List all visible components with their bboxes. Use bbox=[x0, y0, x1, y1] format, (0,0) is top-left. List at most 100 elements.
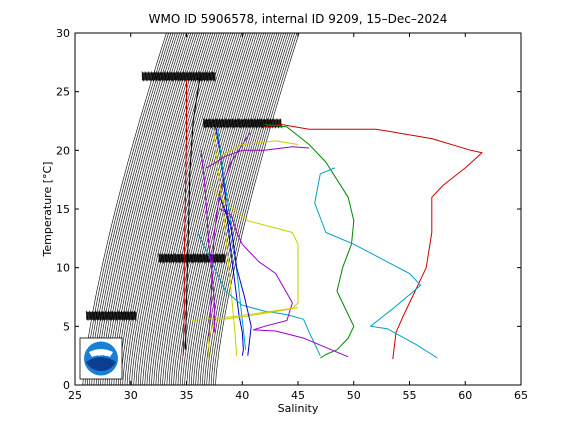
density-isoline bbox=[115, 33, 200, 385]
density-isoline bbox=[131, 33, 216, 385]
annotation-mark bbox=[164, 253, 168, 264]
density-isoline bbox=[151, 33, 236, 385]
series-layer bbox=[182, 77, 483, 360]
annotation-bar bbox=[158, 254, 226, 263]
density-isoline bbox=[210, 33, 295, 385]
y-tick-label: 25 bbox=[56, 86, 70, 99]
plot-area: 25 30 35 40 45 50 55 60 65 0 5 10 15 20 25 30 bbox=[56, 27, 528, 402]
series-line bbox=[264, 124, 483, 360]
annotation-mark bbox=[231, 118, 235, 129]
x-tick-label: 25 bbox=[68, 389, 82, 402]
x-tick-label: 30 bbox=[124, 389, 138, 402]
annotation-mark bbox=[111, 310, 115, 321]
annotation-mark bbox=[163, 71, 167, 82]
x-tick-label: 60 bbox=[458, 389, 472, 402]
series-line bbox=[314, 167, 438, 359]
annotation-mark bbox=[130, 310, 134, 321]
annotation-mark bbox=[154, 71, 158, 82]
annotation-mark bbox=[180, 253, 184, 264]
x-tick-label: 50 bbox=[347, 389, 361, 402]
density-isoline bbox=[197, 33, 282, 385]
series-line bbox=[219, 208, 349, 358]
annotation-mark bbox=[127, 310, 131, 321]
noaa-logo: NOAA bbox=[79, 337, 123, 380]
annotation-mark bbox=[238, 118, 241, 129]
annotation-mark bbox=[219, 253, 222, 264]
density-isoline bbox=[86, 33, 172, 385]
annotation-mark bbox=[234, 118, 238, 129]
annotation-mark bbox=[114, 310, 118, 321]
annotation-mark bbox=[192, 71, 196, 82]
y-axis: 0 5 10 15 20 25 30 bbox=[56, 27, 521, 392]
annotation-mark bbox=[98, 310, 102, 321]
annotation-mark bbox=[254, 118, 257, 129]
annotation-mark bbox=[92, 310, 95, 321]
density-isoline bbox=[162, 33, 247, 385]
series-line bbox=[219, 197, 252, 356]
annotation-mark bbox=[228, 118, 232, 129]
density-isoline bbox=[182, 33, 267, 385]
density-isoline bbox=[109, 33, 194, 385]
annotation-mark bbox=[167, 253, 171, 264]
series-line bbox=[192, 307, 299, 321]
annotation-mark bbox=[209, 118, 212, 129]
annotation-mark bbox=[199, 71, 202, 82]
annotation-mark bbox=[167, 71, 170, 82]
annotation-bar bbox=[141, 72, 216, 81]
x-tick-label: 45 bbox=[291, 389, 305, 402]
annotation-mark bbox=[190, 253, 193, 264]
density-isoline bbox=[104, 33, 189, 385]
annotation-mark bbox=[173, 71, 177, 82]
annotation-mark bbox=[206, 253, 209, 264]
annotation-mark bbox=[208, 71, 212, 82]
x-axis: 25 30 35 40 45 50 55 60 65 bbox=[68, 33, 528, 402]
annotation-mark bbox=[85, 310, 89, 321]
annotation-mark bbox=[174, 253, 177, 264]
annotation-mark bbox=[157, 71, 161, 82]
density-isoline bbox=[133, 33, 218, 385]
series-line bbox=[208, 185, 299, 358]
annotation-mark bbox=[247, 118, 251, 129]
plot-frame bbox=[75, 33, 521, 385]
series-line bbox=[200, 150, 215, 333]
density-isoline bbox=[111, 33, 196, 385]
density-isoline bbox=[126, 33, 211, 385]
annotation-mark bbox=[196, 253, 200, 264]
y-tick-label: 5 bbox=[63, 320, 70, 333]
annotation-row bbox=[85, 310, 137, 321]
density-isoline bbox=[122, 33, 207, 385]
density-isoline bbox=[102, 33, 187, 385]
series-line bbox=[184, 77, 201, 350]
series-line bbox=[182, 79, 187, 356]
annotation-mark bbox=[176, 71, 180, 82]
annotation-mark bbox=[202, 118, 206, 129]
density-isoline bbox=[93, 33, 178, 385]
annotation-mark bbox=[161, 253, 165, 264]
x-tick-label: 55 bbox=[403, 389, 417, 402]
annotation-mark bbox=[144, 71, 148, 82]
annotation-rows bbox=[85, 71, 283, 321]
y-tick-label: 15 bbox=[56, 203, 70, 216]
x-axis-label: Salinity bbox=[278, 402, 319, 415]
annotation-row bbox=[202, 118, 283, 129]
annotation-mark bbox=[133, 310, 137, 321]
series-line bbox=[197, 232, 321, 356]
annotation-mark bbox=[151, 71, 154, 82]
annotation-mark bbox=[270, 118, 273, 129]
series-line bbox=[264, 124, 355, 359]
density-isoline bbox=[89, 33, 174, 385]
annotation-row bbox=[141, 71, 216, 82]
annotation-mark bbox=[179, 71, 183, 82]
density-isoline bbox=[177, 33, 262, 385]
x-tick-label: 35 bbox=[180, 389, 194, 402]
density-isoline bbox=[128, 33, 214, 385]
density-isoline bbox=[146, 33, 231, 385]
density-isoline bbox=[175, 33, 260, 385]
density-isoline bbox=[91, 33, 176, 385]
density-isoline bbox=[82, 33, 167, 385]
density-isoline bbox=[117, 33, 203, 385]
annotation-mark bbox=[215, 253, 219, 264]
x-tick-label: 40 bbox=[235, 389, 249, 402]
annotation-mark bbox=[257, 118, 260, 129]
annotation-mark bbox=[89, 310, 92, 321]
